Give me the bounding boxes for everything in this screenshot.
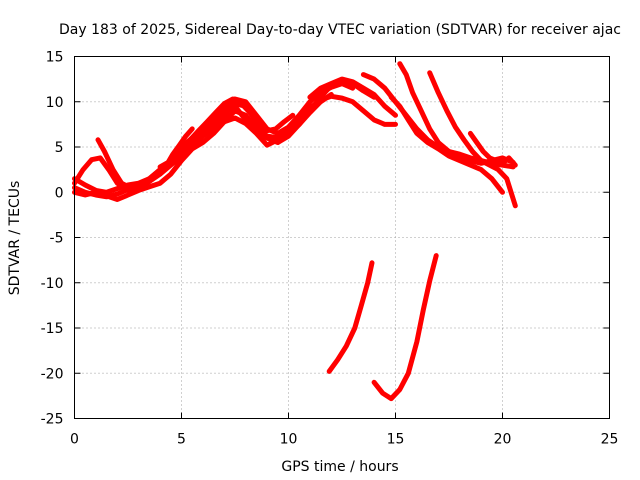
x-tick-label: 15 [387, 432, 405, 448]
series-track-15 [371, 253, 439, 402]
grid [74, 56, 610, 419]
series-track-10 [397, 61, 516, 166]
y-tick-label: -5 [50, 231, 64, 247]
y-tick-label: 0 [55, 185, 64, 201]
x-axis-label: GPS time / hours [281, 459, 398, 475]
series-track-13 [467, 130, 518, 168]
series-track-4 [95, 92, 334, 191]
y-tick-label: -25 [41, 412, 64, 428]
y-tick-label: 5 [55, 140, 64, 156]
tick-labels: 0 5 10 15 20 25 -25 -20 -15 -10 -5 0 5 10 15 [41, 50, 619, 448]
y-tick-label: -20 [41, 366, 64, 382]
series-track-7 [157, 126, 195, 177]
x-tick-label: 25 [601, 432, 619, 448]
x-tick-label: 0 [70, 432, 79, 448]
y-tick-label: -10 [41, 276, 64, 292]
series-track-8 [307, 76, 398, 118]
y-tick-label: 10 [46, 95, 64, 111]
y-tick-label: 15 [46, 50, 64, 66]
x-tick-label: 5 [177, 432, 186, 448]
chart-title: Day 183 of 2025, Sidereal Day-to-day VTE… [59, 22, 621, 38]
y-tick-label: -15 [41, 321, 64, 337]
series-track-6 [157, 96, 296, 170]
series-track-5 [72, 108, 291, 202]
x-tick-label: 20 [494, 432, 512, 448]
series-track-14 [326, 260, 375, 374]
series-group [72, 61, 518, 402]
series-track-11 [388, 94, 505, 195]
series-track-3 [72, 93, 398, 193]
y-axis-label: SDTVAR / TECUs [7, 181, 23, 296]
plot-frame [74, 56, 610, 419]
x-tick-label: 10 [280, 432, 298, 448]
series-track-12 [427, 70, 518, 209]
